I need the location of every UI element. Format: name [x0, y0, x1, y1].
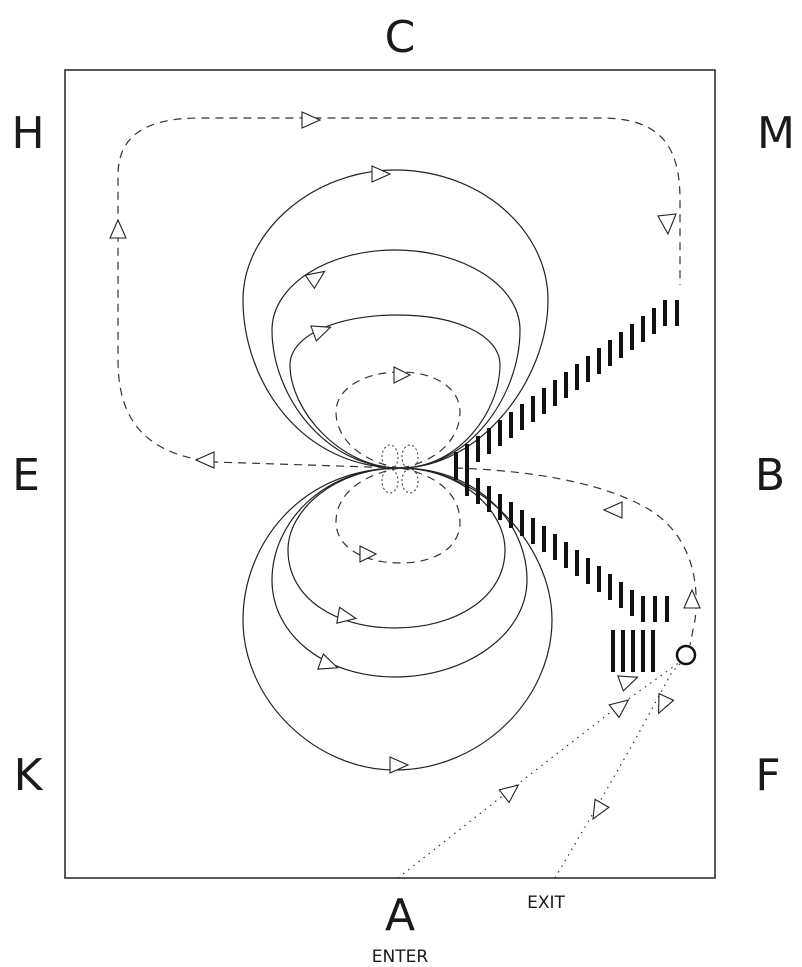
arrow-exit-1	[592, 798, 610, 821]
arrow-dashed-inner-lower	[359, 545, 378, 563]
arrow-left-dashed-up	[109, 218, 127, 239]
label-exit: EXIT	[527, 893, 565, 913]
upper-loop-middle	[271, 249, 521, 469]
arrow-middle-loop-top	[304, 270, 326, 290]
arrow-enter-1	[498, 784, 520, 804]
center-dotted-loop-lower-left	[381, 468, 399, 494]
label-bottom-left: K	[14, 750, 44, 801]
upper-bar-fan	[454, 300, 679, 480]
arrow-outer-loop-top	[371, 165, 392, 183]
arrow-dashed-inner-upper	[393, 366, 412, 384]
label-top: C	[385, 12, 416, 63]
label-left: E	[12, 450, 40, 501]
arrow-left-dashed	[194, 451, 215, 469]
outer-dashed-loop	[117, 117, 681, 469]
label-right: B	[755, 450, 785, 501]
lower-dashed-inner-loop	[335, 467, 461, 564]
label-top-right: M	[757, 108, 795, 159]
arrow-exit-2	[658, 692, 675, 715]
upper-loop-inner	[289, 314, 501, 469]
center-dotted-loop-upper-right	[401, 444, 419, 470]
enter-dotted-path	[397, 661, 681, 879]
label-top-left: H	[11, 108, 44, 159]
lower-loop-inner	[287, 467, 506, 629]
arrow-enter-2	[608, 699, 630, 719]
label-bottom: A	[385, 890, 415, 941]
arrow-top-dashed	[301, 111, 322, 129]
lower-loop-middle	[271, 467, 528, 678]
arrow-lower-outer-loop	[389, 756, 410, 774]
vertical-bar-cluster	[611, 630, 655, 672]
exit-circle	[675, 644, 697, 666]
arrow-near-cluster	[617, 675, 639, 692]
lower-bar-fan	[465, 470, 669, 622]
arrow-right-dashed-path	[602, 501, 623, 519]
arrow-lower-inner-loop	[336, 606, 358, 624]
center-dotted-loop-upper-left	[381, 444, 399, 470]
label-enter: ENTER	[372, 947, 429, 967]
right-dashed-path	[454, 467, 697, 646]
center-dotted-loop-lower-right	[401, 468, 419, 494]
upper-loop-outer	[242, 169, 549, 469]
arrow-right-dashed-up	[683, 588, 701, 609]
arrow-top-right-down	[657, 213, 677, 236]
lower-loop-outer	[242, 467, 553, 771]
arrow-inner-loop-top	[310, 325, 332, 342]
diagram-frame	[64, 69, 716, 879]
label-bottom-right: F	[755, 750, 780, 801]
exit-dotted-path	[554, 661, 683, 879]
arrow-lower-middle-loop	[317, 653, 339, 670]
